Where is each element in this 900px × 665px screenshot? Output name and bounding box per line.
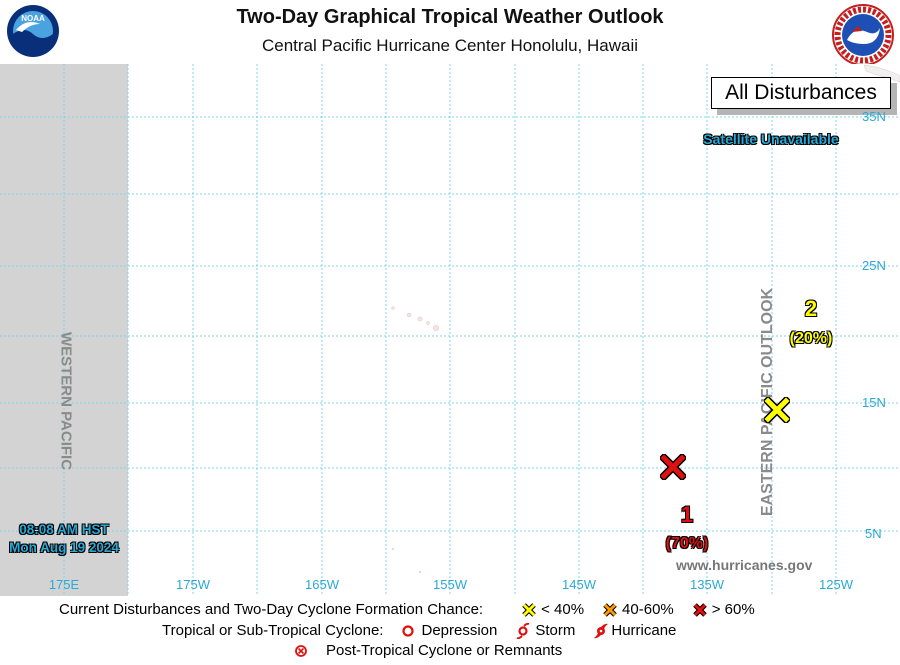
national-weather-service-logo <box>832 4 894 66</box>
storm-icon <box>516 622 530 639</box>
lat-label-25n: 25N <box>862 258 886 273</box>
lon-label-165w: 165W <box>305 577 339 592</box>
post-tropical-icon <box>295 644 307 657</box>
all-disturbances-badge: All Disturbances <box>711 77 891 109</box>
legend-depression: Depression <box>421 622 498 639</box>
x-icon <box>658 452 688 482</box>
disturbance-1-chance: (70%) <box>665 535 709 552</box>
legend-row-cyclone: Tropical or Sub-Tropical Cyclone: Depres… <box>162 622 676 639</box>
hawaiian-islands <box>391 64 900 574</box>
legend-low-chance: < 40% <box>541 601 585 618</box>
legend-high-chance: > 60% <box>711 601 755 618</box>
lon-label-175w: 175W <box>176 577 210 592</box>
legend-post-tropical: Post-Tropical Cyclone or Remnants <box>326 642 563 659</box>
noaa-logo: NOAA <box>6 4 60 58</box>
satellite-status: Satellite Unavailable <box>703 131 839 147</box>
legend-row-formation-chance: Current Disturbances and Two-Day Cyclone… <box>59 601 755 618</box>
depression-icon <box>402 624 415 637</box>
disturbance-2-chance: (20%) <box>789 330 833 347</box>
lon-label-155w: 155W <box>433 577 467 592</box>
map-canvas <box>0 64 900 596</box>
lon-label-145w: 145W <box>562 577 596 592</box>
page-subtitle: Central Pacific Hurricane Center Honolul… <box>261 36 639 55</box>
lon-label-175e: 175E <box>48 577 80 592</box>
disturbance-1-marker[interactable] <box>658 452 688 485</box>
medium-chance-x-icon <box>603 602 617 617</box>
low-chance-x-icon <box>522 602 536 617</box>
lat-label-5n: 5N <box>865 526 882 541</box>
lat-label-35n: 35N <box>862 109 886 124</box>
region-western-pacific: WESTERN PACIFIC <box>57 331 75 471</box>
header: NOAA Two-Day Graphical Tropical Weather … <box>0 0 900 66</box>
outlook-map: WESTERN PACIFIC EASTERN PACIFIC OUTLOOK <box>0 64 900 596</box>
disturbance-1-number: 1 <box>680 502 694 527</box>
svg-text:NOAA: NOAA <box>21 14 45 23</box>
timestamp-date: Mon Aug 19 2024 <box>9 540 119 555</box>
legend-row-post-tropical: Post-Tropical Cyclone or Remnants <box>294 642 562 659</box>
legend-formation-label: Current Disturbances and Two-Day Cyclone… <box>59 601 484 618</box>
lon-label-135w: 135W <box>690 577 724 592</box>
high-chance-x-icon <box>692 602 707 617</box>
legend-cyclone-label: Tropical or Sub-Tropical Cyclone: <box>162 622 384 639</box>
legend: Current Disturbances and Two-Day Cyclone… <box>0 596 900 665</box>
hurricane-icon <box>594 623 609 638</box>
lon-label-125w: 125W <box>819 577 853 592</box>
lat-label-15n: 15N <box>862 395 886 410</box>
legend-storm: Storm <box>535 622 576 639</box>
timestamp-time: 08:08 AM HST <box>19 522 109 537</box>
page-title: Two-Day Graphical Tropical Weather Outlo… <box>236 6 664 28</box>
disturbance-2-number: 2 <box>804 296 818 321</box>
x-icon <box>762 395 792 425</box>
legend-hurricane: Hurricane <box>611 622 677 639</box>
website-label: www.hurricanes.gov <box>676 557 813 573</box>
disturbance-2-marker[interactable] <box>762 395 792 428</box>
graticule <box>0 64 900 596</box>
legend-medium-chance: 40-60% <box>622 601 674 618</box>
